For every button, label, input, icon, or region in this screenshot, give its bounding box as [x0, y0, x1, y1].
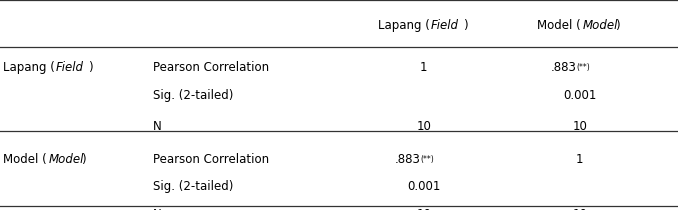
Text: 10: 10 [572, 119, 587, 133]
Text: 10: 10 [416, 208, 431, 210]
Text: Field: Field [56, 61, 83, 74]
Text: Model (: Model ( [3, 153, 47, 166]
Text: .883: .883 [551, 61, 576, 74]
Text: 0.001: 0.001 [563, 89, 597, 102]
Text: Pearson Correlation: Pearson Correlation [153, 153, 268, 166]
Text: Model (: Model ( [538, 19, 581, 32]
Text: 0.001: 0.001 [407, 180, 441, 193]
Text: .883: .883 [395, 153, 420, 166]
Text: Sig. (2-tailed): Sig. (2-tailed) [153, 180, 233, 193]
Text: ): ) [87, 61, 92, 74]
Text: Model: Model [583, 19, 618, 32]
Text: 10: 10 [572, 208, 587, 210]
Text: 1: 1 [420, 61, 428, 74]
Text: Sig. (2-tailed): Sig. (2-tailed) [153, 89, 233, 102]
Text: Lapang (: Lapang ( [3, 61, 56, 74]
Text: Field: Field [431, 19, 458, 32]
Text: N: N [153, 119, 161, 133]
Text: ): ) [616, 19, 620, 32]
Text: (**): (**) [576, 63, 590, 72]
Text: Lapang (: Lapang ( [378, 19, 430, 32]
Text: ): ) [462, 19, 467, 32]
Text: 10: 10 [416, 119, 431, 133]
Text: ): ) [81, 153, 86, 166]
Text: 1: 1 [576, 153, 584, 166]
Text: N: N [153, 208, 161, 210]
Text: Model: Model [49, 153, 84, 166]
Text: (**): (**) [420, 155, 434, 164]
Text: Pearson Correlation: Pearson Correlation [153, 61, 268, 74]
